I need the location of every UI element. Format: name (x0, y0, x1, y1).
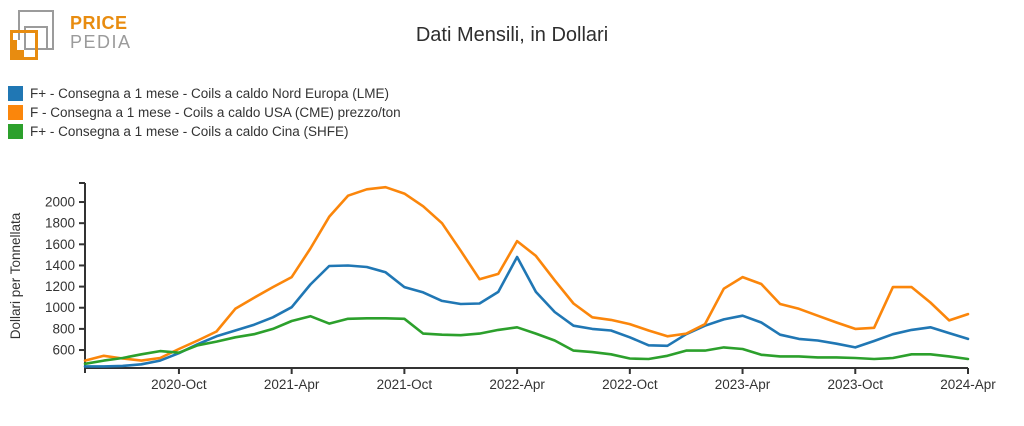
y-tick-label: 1200 (45, 279, 75, 294)
legend-swatch (8, 105, 23, 120)
logo-text-price: PRICE (70, 13, 128, 33)
legend-label: F+ - Consegna a 1 mese - Coils a caldo N… (30, 86, 390, 101)
x-tick-label: 2021-Oct (377, 377, 433, 392)
legend-label: F+ - Consegna a 1 mese - Coils a caldo C… (30, 124, 349, 139)
legend-swatch (8, 86, 23, 101)
legend-label: F - Consegna a 1 mese - Coils a caldo US… (30, 105, 401, 120)
x-tick-label: 2020-Oct (151, 377, 207, 392)
legend-swatch (8, 124, 23, 139)
legend-item-cme: F - Consegna a 1 mese - Coils a caldo US… (8, 103, 401, 122)
pricepedia-logo-icon (6, 4, 66, 62)
x-tick-label: 2023-Oct (828, 377, 884, 392)
chart-legend: F+ - Consegna a 1 mese - Coils a caldo N… (8, 84, 401, 141)
pricepedia-wordmark: PRICE PEDIA (70, 14, 132, 52)
logo-text-pedia: PEDIA (70, 32, 132, 52)
y-tick-label: 1000 (45, 300, 75, 315)
y-tick-label: 1400 (45, 258, 75, 273)
x-tick-label: 2023-Apr (715, 377, 771, 392)
x-tick-label: 2022-Apr (489, 377, 545, 392)
series-line-0 (83, 255, 970, 368)
y-tick-label: 800 (52, 321, 75, 336)
series-line-2 (83, 314, 970, 366)
x-tick-label: 2024-Apr (940, 377, 996, 392)
pricepedia-logo: PRICE PEDIA (6, 4, 236, 66)
x-tick-label: 2022-Oct (602, 377, 658, 392)
y-tick-label: 2000 (45, 195, 75, 210)
series-line-1 (83, 185, 970, 362)
legend-item-shfe: F+ - Consegna a 1 mese - Coils a caldo C… (8, 122, 401, 141)
y-tick-label: 600 (52, 343, 75, 358)
logo-arrow-notch (17, 40, 24, 50)
y-tick-label: 1600 (45, 237, 75, 252)
chart-title: Dati Mensili, in Dollari (415, 24, 609, 46)
y-tick-label: 1800 (45, 216, 75, 231)
x-tick-label: 2021-Apr (264, 377, 320, 392)
legend-item-lme: F+ - Consegna a 1 mese - Coils a caldo N… (8, 84, 401, 103)
